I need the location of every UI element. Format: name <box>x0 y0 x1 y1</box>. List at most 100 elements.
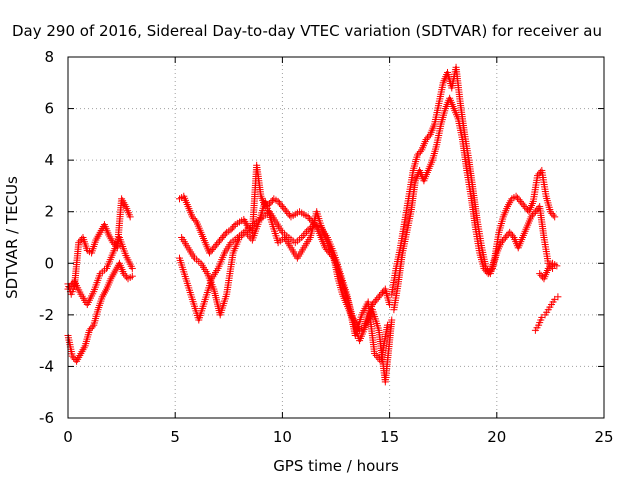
data-point-fill <box>221 230 229 238</box>
x-tick-label: 5 <box>170 428 180 446</box>
data-point-fill <box>376 292 384 300</box>
y-tick-label: 8 <box>44 48 54 66</box>
data-point-fill <box>76 237 84 245</box>
data-point-fill <box>535 170 543 178</box>
chart-title: Day 290 of 2016, Sidereal Day-to-day VTE… <box>12 22 602 40</box>
data-point <box>109 239 117 247</box>
data-point-fill <box>507 230 515 238</box>
data-point-fill <box>230 222 238 230</box>
data-point <box>304 213 312 221</box>
data-point-fill <box>88 323 96 331</box>
series-track-b <box>64 259 136 365</box>
data-point-fill <box>530 209 538 217</box>
data-point-fill <box>276 199 284 207</box>
data-point-fill <box>487 266 495 274</box>
data-point <box>422 136 430 144</box>
x-tick-label: 10 <box>273 428 292 446</box>
data-point <box>531 208 539 216</box>
data-point-fill <box>267 198 275 206</box>
data-point <box>206 249 214 257</box>
data-point-fill <box>370 299 378 307</box>
data-point <box>554 293 562 301</box>
series-track-i <box>531 293 562 334</box>
data-point-fill <box>284 209 292 217</box>
data-point <box>388 316 396 324</box>
data-point-fill <box>515 196 523 204</box>
data-point <box>85 326 93 334</box>
data-point <box>501 234 509 241</box>
data-point-fill <box>537 271 545 279</box>
x-tick-label: 0 <box>63 428 73 446</box>
data-point-fill <box>416 148 424 156</box>
data-point <box>214 239 222 247</box>
data-point-fill <box>548 209 556 217</box>
data-point <box>75 239 83 247</box>
data-point <box>274 197 282 205</box>
data-point <box>480 264 488 272</box>
data-point <box>546 208 554 216</box>
data-point <box>506 228 514 236</box>
series-track-f <box>178 197 391 365</box>
y-tick-label: 4 <box>44 151 54 169</box>
data-point-fill <box>486 268 494 276</box>
data-point-fill <box>87 325 95 333</box>
y-tick-label: -4 <box>39 357 54 375</box>
data-point-fill <box>415 149 423 157</box>
data-point-fill <box>499 237 507 245</box>
data-point-fill <box>546 263 554 271</box>
data-point <box>210 244 218 252</box>
data-point-fill <box>220 232 228 240</box>
y-axis-label: SDTVAR / TECUs <box>3 176 21 299</box>
data-point-fill <box>213 240 221 248</box>
data-point-fill <box>509 232 517 240</box>
data-point <box>68 352 76 360</box>
y-tick-label: -2 <box>39 306 54 324</box>
data-point-fill <box>211 242 219 250</box>
data-point <box>527 213 535 221</box>
data-point-fill <box>191 216 199 224</box>
data-point <box>128 264 136 272</box>
data-point-fill <box>514 194 522 202</box>
data-point <box>120 270 128 278</box>
data-point <box>283 208 291 216</box>
data-point-fill <box>378 289 386 297</box>
data-point <box>373 295 381 303</box>
data-point-fill <box>208 246 216 254</box>
data-point <box>383 321 391 329</box>
data-point <box>278 203 286 211</box>
data-point-fill <box>277 201 285 209</box>
data-point-fill <box>228 224 236 232</box>
data-point-fill <box>522 204 530 212</box>
data-point-fill <box>121 271 129 279</box>
data-point-fill <box>529 211 537 219</box>
data-point <box>377 290 385 298</box>
data-point-fill <box>280 204 288 212</box>
data-point <box>516 197 524 205</box>
data-point-fill <box>216 237 224 245</box>
data-point-fill <box>217 235 225 243</box>
y-tick-label: -6 <box>39 409 54 427</box>
data-point <box>188 213 196 221</box>
data-point <box>544 264 552 272</box>
data-point <box>536 270 544 278</box>
y-tick-label: 2 <box>44 203 54 221</box>
series-track-c <box>64 234 136 309</box>
data-point-fill <box>549 211 557 219</box>
data-point-fill <box>207 247 215 255</box>
data-point-fill <box>519 201 527 209</box>
data-point <box>484 270 492 278</box>
data-point-fill <box>190 215 198 223</box>
data-point-fill <box>500 235 508 243</box>
x-axis-label: GPS time / hours <box>273 457 399 475</box>
x-tick-label: 25 <box>594 428 613 446</box>
y-tick-label: 0 <box>44 254 54 272</box>
data-point-fill <box>371 297 379 305</box>
data-point-fill <box>374 294 382 302</box>
data-point-fill <box>518 199 526 207</box>
data-point-fill <box>423 134 431 142</box>
data-point <box>126 213 134 221</box>
x-tick-label: 15 <box>380 428 399 446</box>
x-tick-label: 20 <box>487 428 506 446</box>
data-point-fill <box>281 206 289 214</box>
